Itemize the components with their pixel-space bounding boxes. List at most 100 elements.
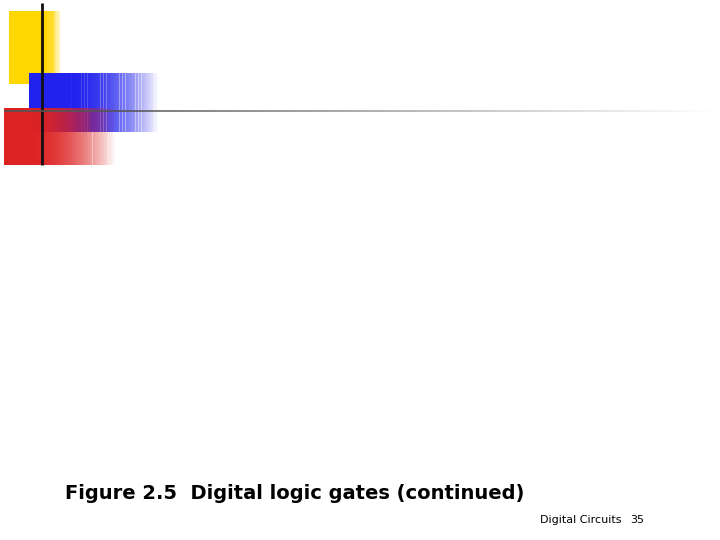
Bar bbox=[103, 108, 104, 165]
Bar bbox=[48, 108, 49, 165]
Bar bbox=[92, 73, 93, 132]
Bar bbox=[65, 108, 66, 165]
Bar bbox=[32, 73, 33, 132]
Bar bbox=[65, 73, 66, 132]
Bar bbox=[55, 73, 56, 132]
Bar bbox=[52, 73, 53, 132]
Bar bbox=[84, 108, 85, 165]
Bar bbox=[34, 108, 35, 165]
Bar bbox=[24, 108, 25, 165]
Bar bbox=[109, 108, 110, 165]
Bar bbox=[136, 73, 137, 132]
Bar bbox=[61, 108, 62, 165]
Bar bbox=[53, 108, 54, 165]
Bar bbox=[105, 108, 106, 165]
Bar bbox=[110, 108, 111, 165]
Bar bbox=[156, 73, 157, 132]
Bar bbox=[99, 108, 100, 165]
Bar bbox=[148, 73, 149, 132]
Bar bbox=[31, 108, 32, 165]
Bar bbox=[127, 73, 129, 132]
Bar bbox=[99, 108, 100, 165]
Bar bbox=[37, 73, 38, 132]
Bar bbox=[51, 73, 52, 132]
Bar bbox=[40, 73, 41, 132]
Bar bbox=[80, 108, 81, 165]
Bar bbox=[154, 73, 155, 132]
Bar bbox=[78, 73, 79, 132]
Bar bbox=[17, 108, 18, 165]
Bar bbox=[104, 108, 105, 165]
Bar bbox=[135, 73, 136, 132]
Bar bbox=[86, 108, 87, 165]
Bar bbox=[34, 73, 35, 132]
Bar bbox=[138, 73, 139, 132]
Bar bbox=[63, 73, 64, 132]
Bar bbox=[63, 108, 64, 165]
Bar bbox=[10, 108, 11, 165]
Bar bbox=[96, 73, 97, 132]
Bar bbox=[111, 108, 112, 165]
Bar bbox=[44, 108, 45, 165]
Bar bbox=[63, 73, 64, 132]
Bar bbox=[124, 73, 125, 132]
Bar bbox=[131, 73, 132, 132]
Bar bbox=[65, 73, 66, 132]
Bar bbox=[38, 108, 39, 165]
Bar bbox=[147, 73, 148, 132]
Bar bbox=[64, 108, 65, 165]
Bar bbox=[52, 108, 53, 165]
Bar bbox=[107, 73, 108, 132]
Bar bbox=[99, 73, 100, 132]
Bar bbox=[27, 108, 28, 165]
Bar bbox=[90, 108, 91, 165]
Bar bbox=[57, 73, 58, 132]
Bar bbox=[95, 73, 96, 132]
Bar bbox=[108, 108, 109, 165]
Bar bbox=[44, 73, 45, 132]
Bar bbox=[103, 108, 104, 165]
Bar bbox=[79, 108, 80, 165]
Bar bbox=[67, 73, 68, 132]
Bar bbox=[68, 108, 69, 165]
Bar bbox=[138, 73, 140, 132]
Bar bbox=[145, 73, 146, 132]
Bar bbox=[50, 108, 51, 165]
Bar bbox=[132, 73, 133, 132]
Bar bbox=[142, 73, 143, 132]
Bar bbox=[134, 73, 135, 132]
Bar bbox=[130, 73, 131, 132]
Bar bbox=[22, 108, 23, 165]
Bar bbox=[84, 73, 85, 132]
Bar bbox=[64, 108, 65, 165]
Bar bbox=[109, 73, 110, 132]
Bar bbox=[36, 108, 37, 165]
Bar bbox=[56, 108, 57, 165]
Bar bbox=[66, 108, 67, 165]
Bar bbox=[15, 108, 16, 165]
Bar bbox=[107, 108, 108, 165]
Bar bbox=[73, 73, 74, 132]
Bar bbox=[22, 108, 23, 165]
Bar bbox=[97, 73, 98, 132]
Bar bbox=[74, 73, 75, 132]
Bar bbox=[85, 108, 86, 165]
Bar bbox=[9, 108, 10, 165]
Bar bbox=[79, 108, 80, 165]
Bar bbox=[10, 108, 11, 165]
Bar bbox=[153, 73, 154, 132]
Bar bbox=[107, 108, 108, 165]
Bar bbox=[119, 73, 120, 132]
Bar bbox=[93, 73, 94, 132]
Bar bbox=[19, 108, 20, 165]
Bar bbox=[104, 108, 105, 165]
Bar bbox=[53, 73, 54, 132]
Bar bbox=[61, 73, 62, 132]
Bar bbox=[49, 73, 50, 132]
Bar bbox=[86, 73, 87, 132]
Bar bbox=[74, 108, 75, 165]
Bar bbox=[104, 73, 105, 132]
Bar bbox=[35, 108, 36, 165]
Bar bbox=[61, 108, 62, 165]
Bar bbox=[72, 108, 73, 165]
